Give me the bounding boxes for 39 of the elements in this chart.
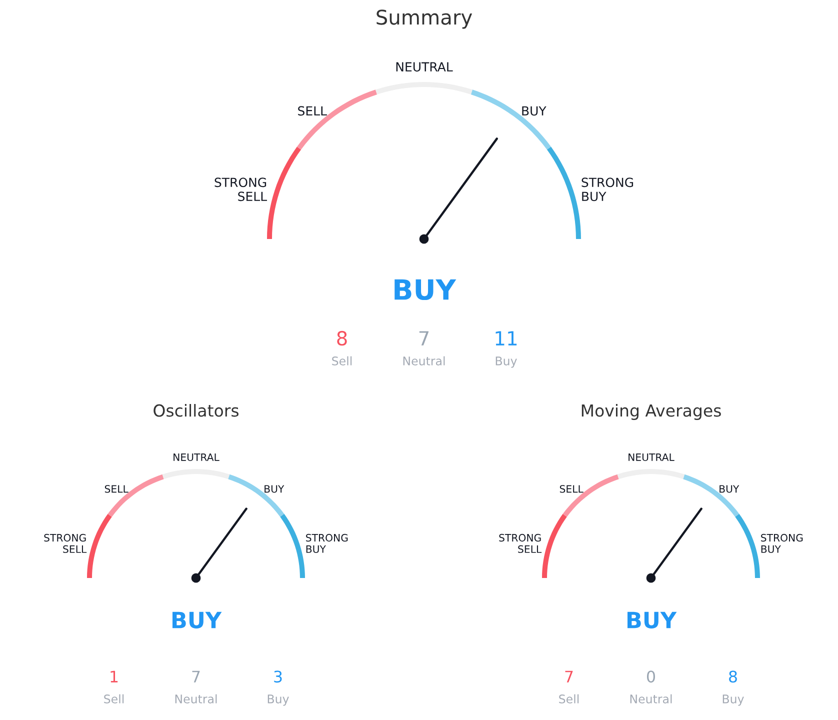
text: 7 [419, 331, 429, 346]
slice-label: STRONG SELL [499, 534, 542, 553]
slice-label: SELL [298, 106, 327, 116]
slice-label: BUY [264, 485, 284, 493]
slice-label: STRONG BUY [582, 178, 634, 202]
slice-label: NEUTRAL [174, 454, 220, 462]
text: 7 [565, 670, 573, 682]
text: 1 [110, 670, 118, 682]
text: BUY [628, 612, 677, 628]
text: Buy [722, 694, 744, 706]
text: 7 [192, 670, 200, 682]
slice-label: STRONG BUY [761, 534, 803, 553]
text: Neutral [403, 356, 445, 366]
chart-title: Oscillators [154, 404, 238, 417]
text: 8 [729, 670, 737, 683]
slice-label: SELL [560, 485, 584, 493]
slice-label: NEUTRAL [396, 62, 453, 72]
text: BUY [394, 279, 456, 300]
text: Sell [104, 694, 124, 704]
text: Buy [268, 694, 289, 706]
text: 8 [337, 330, 347, 346]
slice-label: STRONG BUY [306, 534, 348, 553]
text: 11 [496, 331, 517, 346]
slice-label: BUY [720, 485, 740, 493]
text: BUY [172, 612, 222, 628]
slice-label: STRONG SELL [214, 178, 268, 202]
slice-label: STRONG SELL [44, 534, 87, 553]
chart-title: Summary [376, 10, 472, 29]
text: Buy [496, 356, 517, 368]
text: Neutral [175, 694, 217, 704]
slice-label: NEUTRAL [628, 454, 674, 462]
slice-label: BUY [522, 106, 546, 116]
text: 0 [647, 670, 655, 683]
text: 3 [274, 670, 282, 683]
text: Sell [332, 356, 352, 366]
chart-title: Moving Averages [582, 404, 721, 420]
slice-label: SELL [104, 485, 128, 493]
text: Sell [559, 694, 579, 704]
text: Neutral [630, 694, 672, 704]
